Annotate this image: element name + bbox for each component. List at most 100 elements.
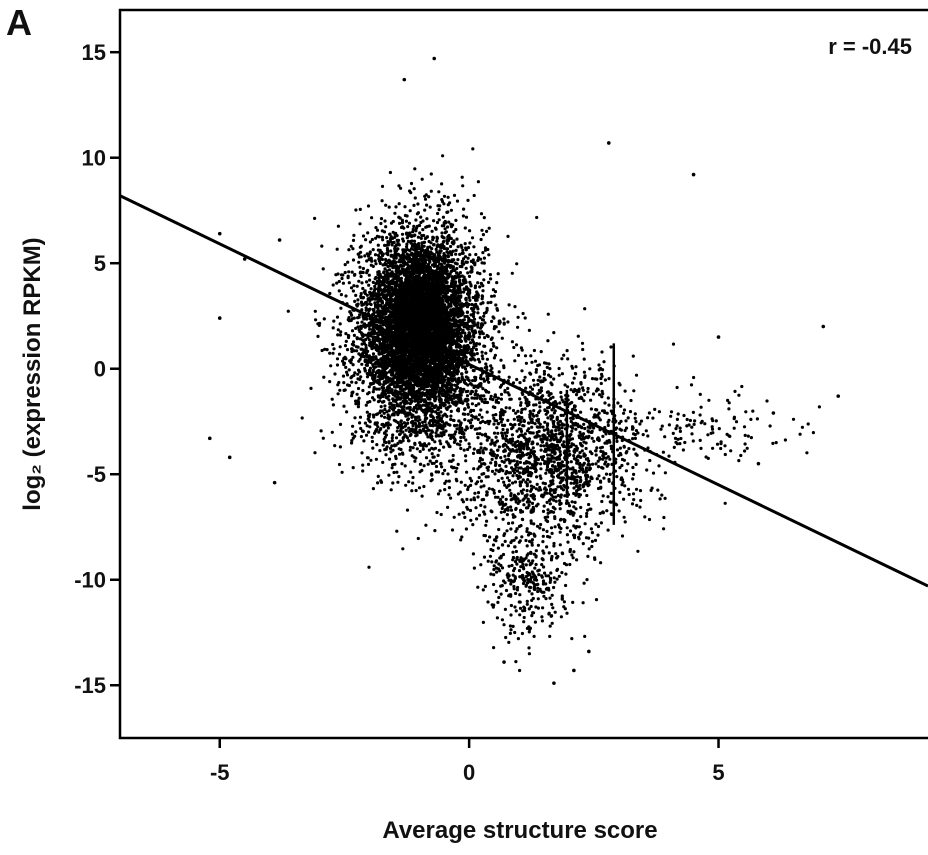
- scatter-point: [453, 438, 457, 442]
- scatter-point: [444, 429, 448, 433]
- scatter-point: [485, 229, 489, 233]
- scatter-point: [347, 316, 351, 320]
- scatter-point: [374, 236, 378, 240]
- scatter-point: [347, 270, 351, 274]
- scatter-point: [452, 193, 457, 197]
- scatter-point: [414, 427, 418, 431]
- scatter-point: [437, 190, 441, 194]
- scatter-point: [366, 204, 371, 208]
- scatter-point: [490, 366, 494, 370]
- scatter-point: [335, 281, 339, 285]
- scatter-point: [447, 479, 451, 483]
- scatter-point: [337, 279, 341, 284]
- scatter-point: [416, 401, 420, 405]
- scatter-point: [471, 356, 475, 360]
- scatter-point: [476, 321, 480, 325]
- scatter-point: [347, 281, 351, 285]
- scatter-point: [421, 398, 425, 402]
- scatter-point: [341, 273, 345, 277]
- scatter-point: [351, 466, 355, 470]
- scatter-point: [404, 391, 408, 395]
- scatter-point: [350, 380, 354, 384]
- scatter-point: [446, 505, 450, 509]
- scatter-point: [453, 284, 458, 288]
- scatter-point: [406, 439, 411, 443]
- scatter-point: [431, 455, 435, 459]
- scatter-point: [361, 381, 365, 385]
- scatter-point: [487, 280, 491, 284]
- scatter-point: [514, 343, 519, 347]
- scatter-point: [373, 421, 377, 425]
- scatter-point: [371, 373, 375, 377]
- scatter-point: [379, 414, 384, 418]
- scatter-point: [443, 468, 447, 472]
- scatter-point: [438, 439, 442, 443]
- scatter-point: [412, 409, 416, 413]
- scatter-point: [424, 193, 428, 197]
- scatter-point: [441, 154, 445, 158]
- scatter-point: [484, 351, 488, 355]
- scatter-point: [414, 390, 418, 394]
- scatter-point: [352, 343, 356, 347]
- scatter-point: [465, 260, 469, 264]
- scatter-point: [462, 207, 466, 211]
- scatter-point: [469, 265, 473, 269]
- scatter-point: [459, 393, 463, 397]
- scatter-point: [436, 470, 441, 474]
- scatter-point: [338, 345, 342, 349]
- scatter-point: [332, 347, 336, 351]
- scatter-point: [371, 396, 375, 400]
- scatter-point: [397, 202, 401, 206]
- scatter-point: [349, 286, 354, 290]
- scatter-point: [374, 457, 378, 461]
- scatter-point: [482, 256, 486, 260]
- scatter-point: [426, 462, 430, 466]
- scatter-point: [360, 451, 364, 455]
- scatter-point: [350, 441, 354, 445]
- scatter-point: [379, 479, 383, 483]
- scatter-point: [443, 227, 447, 231]
- scatter-point: [396, 480, 400, 484]
- scatter-point: [316, 334, 320, 338]
- scatter-point: [459, 435, 463, 440]
- scatter-point: [418, 462, 423, 466]
- scatter-point: [360, 342, 364, 346]
- scatter-point: [412, 224, 416, 228]
- scatter-point: [387, 473, 391, 477]
- scatter-point: [344, 332, 348, 336]
- scatter-point: [383, 392, 387, 396]
- scatter-point: [380, 199, 384, 203]
- scatter-point: [385, 410, 389, 414]
- scatter-point: [372, 398, 376, 402]
- scatter-point: [421, 248, 425, 252]
- scatter-point: [467, 318, 471, 322]
- scatter-point: [371, 413, 376, 417]
- scatter-point: [401, 237, 405, 241]
- scatter-point: [445, 241, 449, 245]
- scatter-point: [439, 406, 443, 410]
- scatter-point: [414, 410, 418, 414]
- scatter-point: [388, 170, 392, 175]
- scatter-point: [462, 290, 466, 294]
- scatter-point: [494, 303, 498, 307]
- scatter-point: [399, 419, 403, 423]
- scatter-point: [388, 446, 393, 450]
- scatter-point: [470, 402, 474, 406]
- scatter-point: [471, 295, 475, 300]
- scatter-point: [440, 465, 444, 469]
- scatter-point: [461, 248, 465, 252]
- scatter-point: [420, 494, 424, 498]
- scatter-point: [479, 257, 483, 261]
- scatter-point: [437, 208, 441, 212]
- scatter-point: [367, 385, 371, 389]
- scatter-point: [476, 281, 480, 285]
- scatter-point: [467, 331, 471, 335]
- scatter-point: [375, 228, 380, 232]
- scatter-point: [374, 262, 378, 266]
- scatter-point: [382, 399, 386, 404]
- scatter-point: [343, 355, 347, 359]
- scatter-point: [477, 402, 481, 406]
- scatter-point: [483, 397, 487, 401]
- scatter-point: [451, 249, 455, 253]
